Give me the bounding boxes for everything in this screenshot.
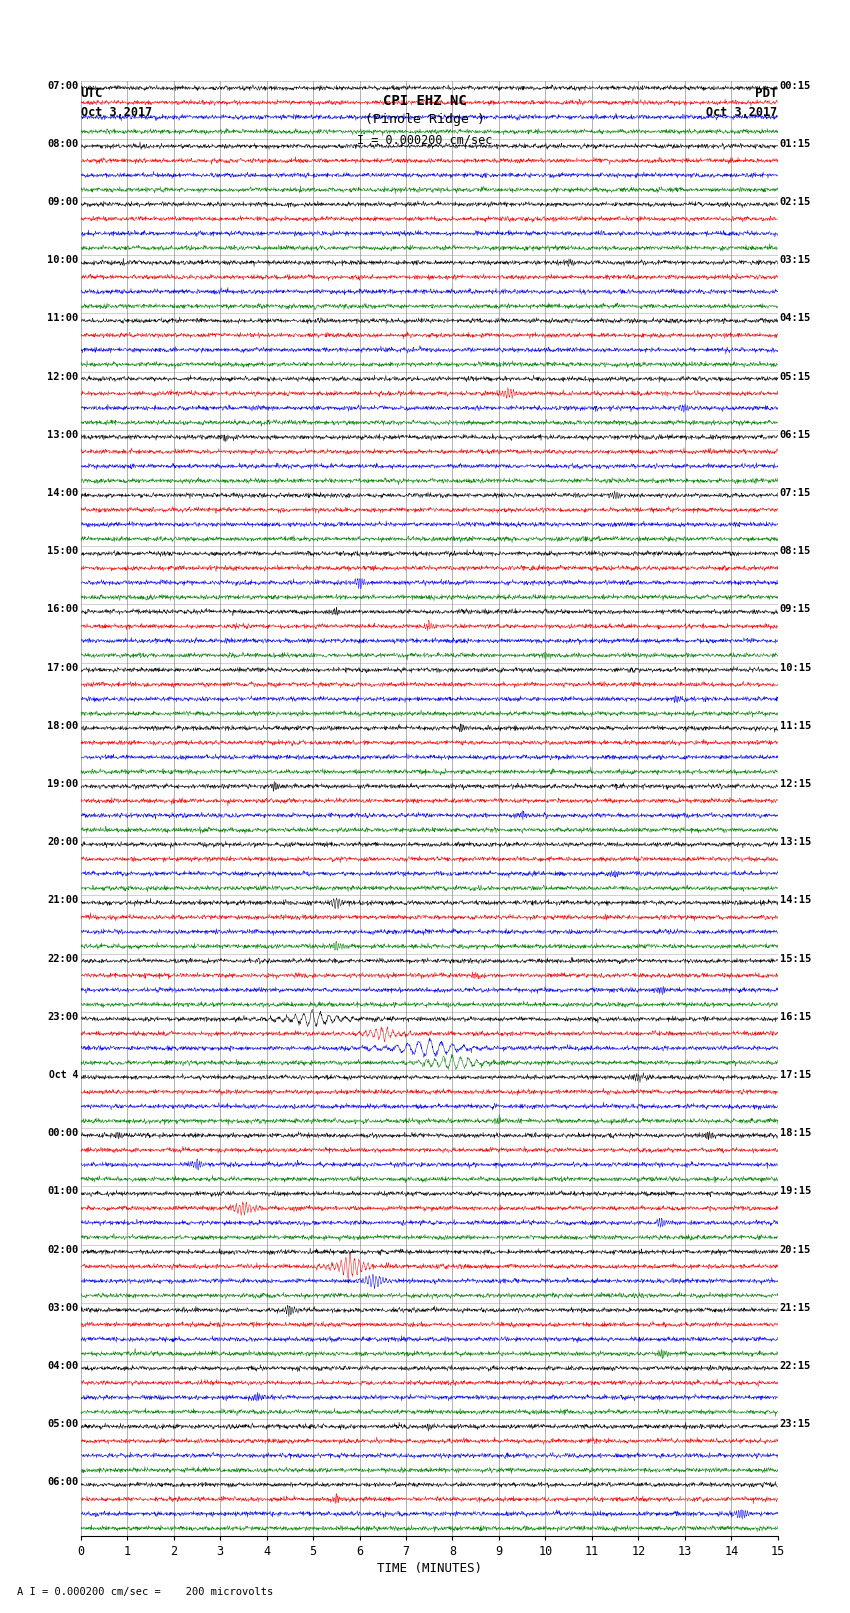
Text: I = 0.000200 cm/sec: I = 0.000200 cm/sec bbox=[357, 134, 493, 147]
Text: 10:00: 10:00 bbox=[48, 255, 79, 265]
X-axis label: TIME (MINUTES): TIME (MINUTES) bbox=[377, 1561, 482, 1574]
Text: 16:15: 16:15 bbox=[779, 1011, 811, 1021]
Text: 21:15: 21:15 bbox=[779, 1303, 811, 1313]
Text: 12:15: 12:15 bbox=[779, 779, 811, 789]
Text: 22:00: 22:00 bbox=[48, 953, 79, 963]
Text: CPI EHZ NC: CPI EHZ NC bbox=[383, 94, 467, 108]
Text: 19:00: 19:00 bbox=[48, 779, 79, 789]
Text: 18:15: 18:15 bbox=[779, 1127, 811, 1139]
Text: 20:15: 20:15 bbox=[779, 1245, 811, 1255]
Text: 08:15: 08:15 bbox=[779, 547, 811, 556]
Text: 06:15: 06:15 bbox=[779, 429, 811, 440]
Text: 06:00: 06:00 bbox=[48, 1478, 79, 1487]
Text: 13:15: 13:15 bbox=[779, 837, 811, 847]
Text: 22:15: 22:15 bbox=[779, 1361, 811, 1371]
Text: 10:15: 10:15 bbox=[779, 663, 811, 673]
Text: 03:00: 03:00 bbox=[48, 1303, 79, 1313]
Text: UTC: UTC bbox=[81, 87, 103, 100]
Text: 08:00: 08:00 bbox=[48, 139, 79, 148]
Text: 13:00: 13:00 bbox=[48, 429, 79, 440]
Text: 04:00: 04:00 bbox=[48, 1361, 79, 1371]
Text: PDT: PDT bbox=[756, 87, 778, 100]
Text: 15:00: 15:00 bbox=[48, 547, 79, 556]
Text: 19:15: 19:15 bbox=[779, 1187, 811, 1197]
Text: Oct 4: Oct 4 bbox=[49, 1069, 79, 1081]
Text: 02:15: 02:15 bbox=[779, 197, 811, 206]
Text: (Pinole Ridge ): (Pinole Ridge ) bbox=[365, 113, 485, 126]
Text: 07:15: 07:15 bbox=[779, 489, 811, 498]
Text: 03:15: 03:15 bbox=[779, 255, 811, 265]
Text: 05:00: 05:00 bbox=[48, 1419, 79, 1429]
Text: 11:15: 11:15 bbox=[779, 721, 811, 731]
Text: Oct 3,2017: Oct 3,2017 bbox=[706, 106, 778, 119]
Text: 16:00: 16:00 bbox=[48, 605, 79, 615]
Text: A I = 0.000200 cm/sec =    200 microvolts: A I = 0.000200 cm/sec = 200 microvolts bbox=[17, 1587, 273, 1597]
Text: 05:15: 05:15 bbox=[779, 371, 811, 382]
Text: 02:00: 02:00 bbox=[48, 1245, 79, 1255]
Text: 09:15: 09:15 bbox=[779, 605, 811, 615]
Text: 18:00: 18:00 bbox=[48, 721, 79, 731]
Text: 14:00: 14:00 bbox=[48, 489, 79, 498]
Text: 20:00: 20:00 bbox=[48, 837, 79, 847]
Text: 12:00: 12:00 bbox=[48, 371, 79, 382]
Text: 14:15: 14:15 bbox=[779, 895, 811, 905]
Text: 23:00: 23:00 bbox=[48, 1011, 79, 1021]
Text: 09:00: 09:00 bbox=[48, 197, 79, 206]
Text: 00:00: 00:00 bbox=[48, 1127, 79, 1139]
Text: 17:15: 17:15 bbox=[779, 1069, 811, 1081]
Text: Oct 3,2017: Oct 3,2017 bbox=[81, 106, 152, 119]
Text: 04:15: 04:15 bbox=[779, 313, 811, 324]
Text: 21:00: 21:00 bbox=[48, 895, 79, 905]
Text: 07:00: 07:00 bbox=[48, 81, 79, 90]
Text: 15:15: 15:15 bbox=[779, 953, 811, 963]
Text: 11:00: 11:00 bbox=[48, 313, 79, 324]
Text: 01:00: 01:00 bbox=[48, 1187, 79, 1197]
Text: 00:15: 00:15 bbox=[779, 81, 811, 90]
Text: 23:15: 23:15 bbox=[779, 1419, 811, 1429]
Text: 17:00: 17:00 bbox=[48, 663, 79, 673]
Text: 01:15: 01:15 bbox=[779, 139, 811, 148]
